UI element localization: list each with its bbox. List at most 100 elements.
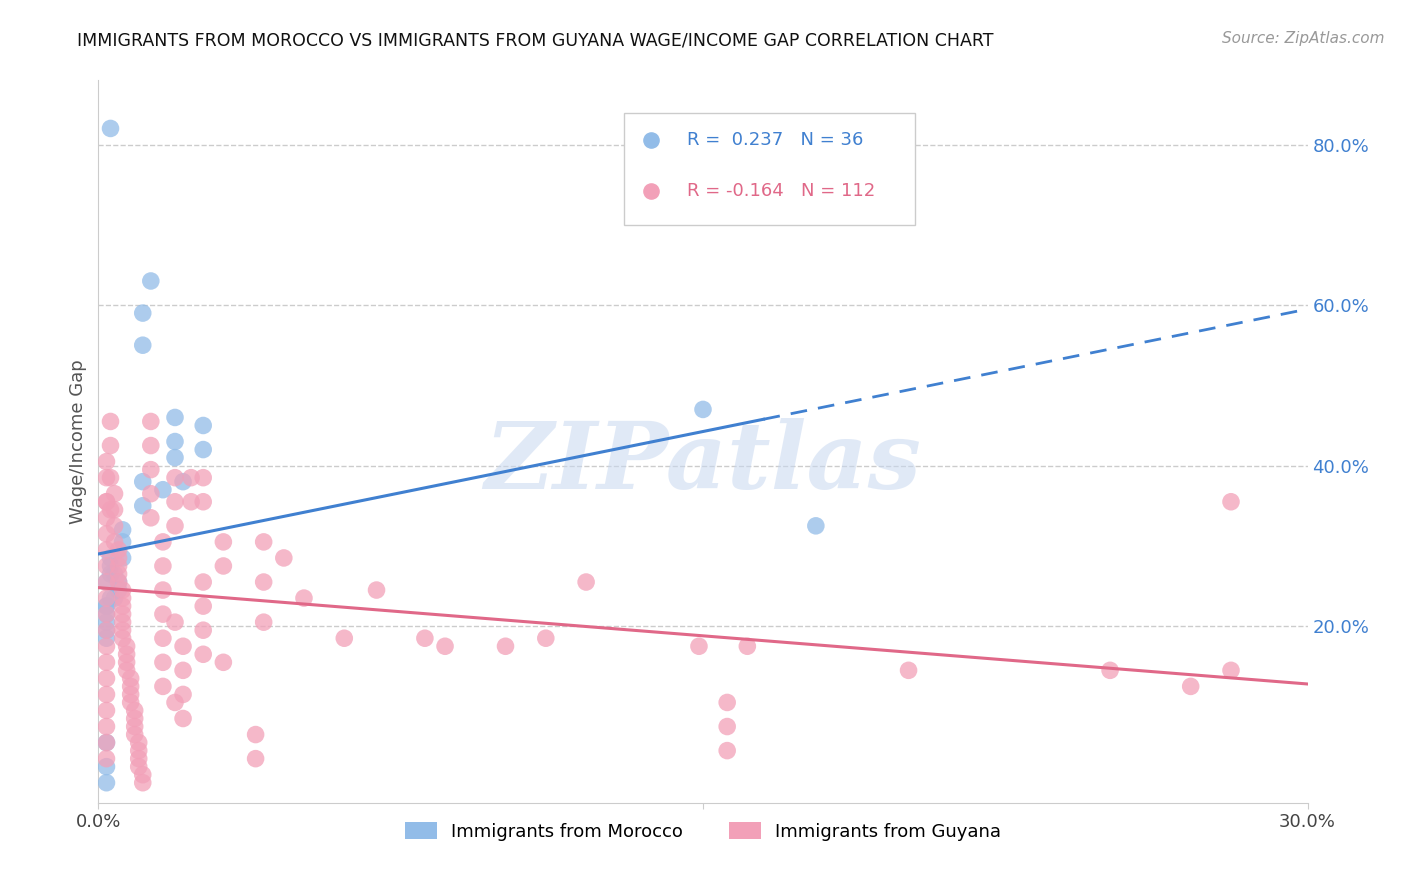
Point — [534, 632, 557, 646]
Point — [692, 402, 714, 417]
Point — [716, 719, 738, 733]
Point — [115, 639, 138, 653]
Point — [115, 664, 138, 678]
Point — [139, 414, 162, 428]
Point — [111, 551, 134, 566]
Point — [96, 526, 118, 541]
Point — [111, 583, 134, 598]
Point — [804, 518, 827, 533]
Point — [96, 623, 118, 637]
Point — [163, 494, 186, 508]
Point — [163, 470, 186, 484]
Point — [111, 615, 134, 630]
Point — [96, 607, 118, 621]
Point — [96, 632, 118, 646]
Point — [273, 551, 295, 566]
Point — [111, 607, 134, 621]
Point — [96, 639, 118, 653]
Point — [107, 583, 129, 598]
Point — [152, 558, 174, 573]
Y-axis label: Wage/Income Gap: Wage/Income Gap — [69, 359, 87, 524]
Point — [96, 615, 118, 630]
Point — [152, 680, 174, 694]
Point — [163, 450, 186, 465]
Point — [172, 687, 194, 701]
Point — [897, 664, 920, 678]
Point — [434, 639, 457, 653]
Point — [163, 696, 186, 710]
Point — [172, 639, 194, 653]
Point — [96, 599, 118, 614]
Point — [107, 574, 129, 589]
Point — [111, 599, 134, 614]
Point — [180, 494, 202, 508]
FancyBboxPatch shape — [624, 112, 915, 225]
Point — [96, 623, 118, 637]
Point — [163, 615, 186, 630]
Point — [193, 442, 215, 457]
Point — [193, 470, 215, 484]
Point — [688, 639, 710, 653]
Point — [120, 671, 142, 685]
Point — [96, 735, 118, 749]
Point — [180, 470, 202, 484]
Point — [132, 475, 155, 489]
Point — [96, 655, 118, 669]
Point — [292, 591, 315, 606]
Point — [172, 664, 194, 678]
Point — [152, 632, 174, 646]
Point — [96, 542, 118, 557]
Point — [152, 583, 174, 598]
Point — [132, 767, 155, 781]
Point — [245, 751, 267, 765]
Point — [96, 760, 118, 774]
Point — [737, 639, 759, 653]
Point — [96, 703, 118, 717]
Point — [115, 655, 138, 669]
Point — [96, 591, 118, 606]
Text: R = -0.164   N = 112: R = -0.164 N = 112 — [688, 182, 876, 200]
Point — [96, 776, 118, 790]
Point — [152, 534, 174, 549]
Point — [124, 719, 146, 733]
Point — [111, 534, 134, 549]
Point — [139, 274, 162, 288]
Point — [366, 583, 388, 598]
Point — [193, 418, 215, 433]
Point — [128, 760, 150, 774]
Text: IMMIGRANTS FROM MOROCCO VS IMMIGRANTS FROM GUYANA WAGE/INCOME GAP CORRELATION CH: IMMIGRANTS FROM MOROCCO VS IMMIGRANTS FR… — [77, 31, 994, 49]
Point — [128, 744, 150, 758]
Point — [212, 558, 235, 573]
Point — [103, 487, 125, 501]
Point — [100, 551, 122, 566]
Point — [96, 558, 118, 573]
Point — [495, 639, 517, 653]
Point — [163, 518, 186, 533]
Point — [120, 696, 142, 710]
Point — [1099, 664, 1122, 678]
Point — [100, 438, 122, 452]
Point — [172, 475, 194, 489]
Point — [100, 558, 122, 573]
Point — [100, 414, 122, 428]
Point — [139, 510, 162, 524]
Point — [103, 518, 125, 533]
Point — [96, 510, 118, 524]
Point — [212, 534, 235, 549]
Point — [575, 574, 598, 589]
Point — [152, 607, 174, 621]
Point — [96, 735, 118, 749]
Point — [132, 776, 155, 790]
Point — [193, 623, 215, 637]
Point — [128, 735, 150, 749]
Point — [96, 494, 118, 508]
Point — [124, 728, 146, 742]
Point — [132, 338, 155, 352]
Point — [103, 534, 125, 549]
Point — [107, 558, 129, 573]
Point — [716, 696, 738, 710]
Point — [132, 306, 155, 320]
Point — [111, 591, 134, 606]
Point — [96, 494, 118, 508]
Point — [107, 567, 129, 582]
